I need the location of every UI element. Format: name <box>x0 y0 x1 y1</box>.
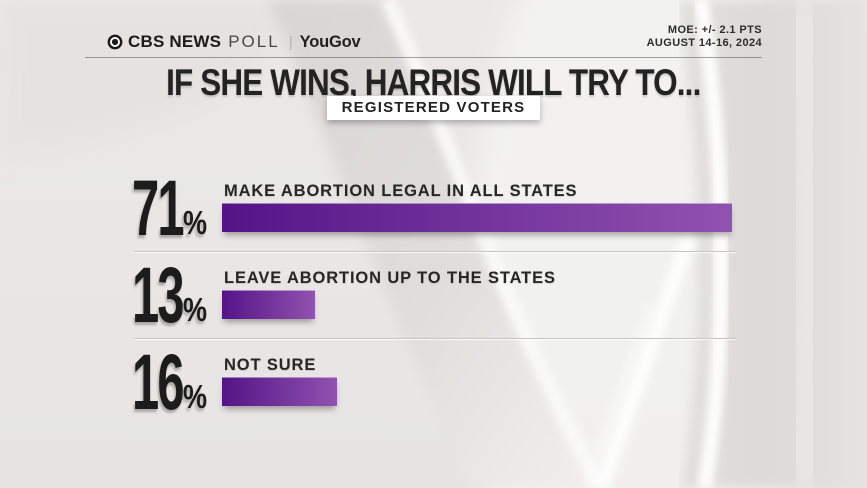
brand-cbs-news: CBS NEWS <box>128 32 222 51</box>
row-separator <box>134 338 736 339</box>
value-number: 71 <box>132 163 185 252</box>
value-label: 16 % <box>132 337 227 426</box>
poll-date-line: AUGUST 14-16, 2024 <box>646 37 762 49</box>
bar <box>222 203 732 232</box>
brand-logo: CBS NEWS POLL | YouGov <box>107 32 361 52</box>
subtitle-badge: REGISTERED VOTERS <box>326 96 541 120</box>
value-label: 71 % <box>132 163 227 252</box>
value-label: 13 % <box>132 250 227 339</box>
subtitle-row: REGISTERED VOTERS <box>0 96 867 120</box>
bar <box>222 377 337 406</box>
poll-row: 13 % LEAVE ABORTION UP TO THE STATES <box>0 250 867 346</box>
header-rule <box>85 57 762 58</box>
moe-line: MOE: +/- 2.1 PTS <box>667 24 762 36</box>
value-number: 16 <box>132 337 185 426</box>
category-label: MAKE ABORTION LEGAL IN ALL STATES <box>224 181 578 200</box>
poll-row: 16 % NOT SURE <box>0 337 867 433</box>
brand-yougov: YouGov <box>299 32 361 51</box>
brand-divider: | <box>288 33 293 51</box>
category-label: LEAVE ABORTION UP TO THE STATES <box>224 268 556 287</box>
percent-sign: % <box>183 204 208 241</box>
category-label: NOT SURE <box>224 355 317 374</box>
cbs-eye-icon <box>107 34 123 50</box>
percent-sign: % <box>183 378 208 415</box>
percent-sign: % <box>183 291 208 328</box>
brand-poll: POLL <box>228 32 280 51</box>
value-number: 13 <box>132 250 185 339</box>
row-separator <box>134 251 736 252</box>
moe-note: MOE: +/- 2.1 PTS AUGUST 14-16, 2024 <box>647 24 762 50</box>
poll-row: 71 % MAKE ABORTION LEGAL IN ALL STATES <box>0 163 867 259</box>
bar <box>222 290 315 319</box>
